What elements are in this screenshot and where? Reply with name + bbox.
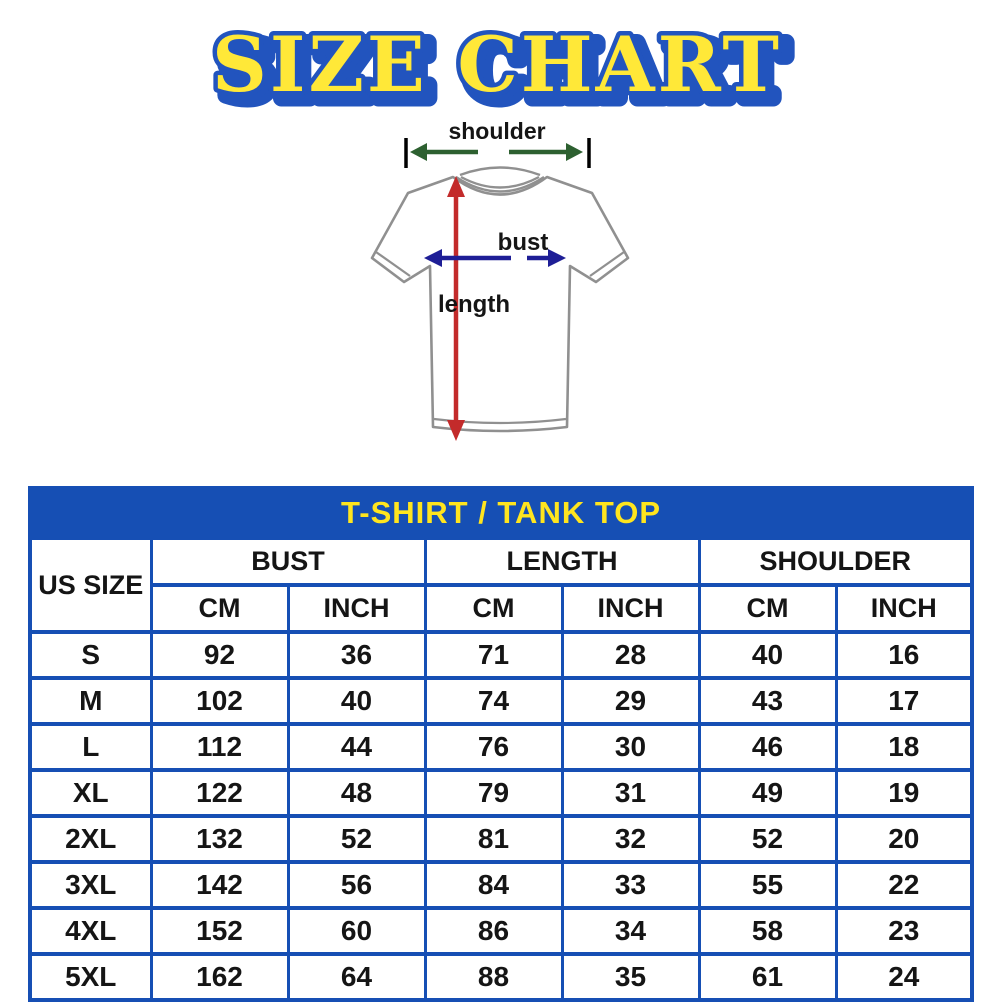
size-cell: XL	[28, 768, 153, 818]
value-cell: 122	[149, 768, 290, 818]
value-cell: 48	[286, 768, 427, 818]
length-group-header: LENGTH	[423, 536, 701, 587]
shoulder-arrow	[404, 138, 591, 168]
value-cell: 32	[560, 814, 701, 864]
value-cell: 55	[697, 860, 838, 910]
page-title-graphic: SIZE CHART SIZE CHART	[208, 18, 796, 123]
value-cell: 19	[834, 768, 974, 818]
value-cell: 61	[697, 952, 838, 1002]
bust-arrow	[424, 249, 566, 267]
size-table: T-SHIRT / TANK TOP US SIZE BUST LENGTH S…	[28, 486, 975, 1002]
value-cell: 49	[697, 768, 838, 818]
value-cell: 52	[697, 814, 838, 864]
value-cell: 24	[834, 952, 974, 1002]
group-header-row: US SIZE BUST LENGTH SHOULDER	[28, 536, 974, 634]
value-cell: 20	[834, 814, 974, 864]
unit-header-inch: INCH	[834, 583, 974, 634]
value-cell: 16	[834, 630, 974, 680]
value-cell: 56	[286, 860, 427, 910]
value-cell: 81	[423, 814, 564, 864]
size-cell: 4XL	[28, 906, 153, 956]
shoulder-label: shoulder	[448, 118, 546, 144]
size-cell: M	[28, 676, 153, 726]
value-cell: 86	[423, 906, 564, 956]
value-cell: 18	[834, 722, 974, 772]
length-label: length	[438, 291, 510, 318]
value-cell: 40	[697, 630, 838, 680]
unit-header-inch: INCH	[560, 583, 701, 634]
value-cell: 112	[149, 722, 290, 772]
value-cell: 46	[697, 722, 838, 772]
value-cell: 132	[149, 814, 290, 864]
value-cell: 88	[423, 952, 564, 1002]
unit-header-cm: CM	[149, 583, 290, 634]
table-row-m: M 102 40 74 29 43 17	[28, 676, 974, 726]
value-cell: 52	[286, 814, 427, 864]
page-title-shadow: SIZE CHART	[220, 27, 790, 116]
value-cell: 64	[286, 952, 427, 1002]
value-cell: 35	[560, 952, 701, 1002]
value-cell: 44	[286, 722, 427, 772]
value-cell: 30	[560, 722, 701, 772]
length-arrow	[447, 176, 465, 441]
value-cell: 84	[423, 860, 564, 910]
value-cell: 28	[560, 630, 701, 680]
shoulder-group-header: SHOULDER	[697, 536, 974, 587]
value-cell: 142	[149, 860, 290, 910]
value-cell: 79	[423, 768, 564, 818]
table-row-4xl: 4XL 152 60 86 34 58 23	[28, 906, 974, 956]
tshirt-measurement-diagram	[370, 138, 630, 441]
value-cell: 23	[834, 906, 974, 956]
value-cell: 22	[834, 860, 974, 910]
table-row-xl: XL 122 48 79 31 49 19	[28, 768, 974, 818]
us-size-header: US SIZE	[28, 536, 153, 634]
bust-label: bust	[497, 229, 549, 256]
table-row-s: S 92 36 71 28 40 16	[28, 630, 974, 680]
unit-header-row: CM INCH CM INCH CM INCH	[30, 583, 974, 634]
unit-header-cm: CM	[423, 583, 564, 634]
value-cell: 40	[286, 676, 427, 726]
table-row-l: L 112 44 76 30 46 18	[28, 722, 974, 772]
table-title-row: T-SHIRT / TANK TOP	[28, 486, 974, 540]
value-cell: 17	[834, 676, 974, 726]
value-cell: 31	[560, 768, 701, 818]
value-cell: 34	[560, 906, 701, 956]
value-cell: 43	[697, 676, 838, 726]
table-row-3xl: 3XL 142 56 84 33 55 22	[28, 860, 974, 910]
value-cell: 76	[423, 722, 564, 772]
value-cell: 58	[697, 906, 838, 956]
value-cell: 152	[149, 906, 290, 956]
table-row-2xl: 2XL 132 52 81 32 52 20	[28, 814, 974, 864]
value-cell: 71	[423, 630, 564, 680]
value-cell: 102	[149, 676, 290, 726]
value-cell: 29	[560, 676, 701, 726]
table-title: T-SHIRT / TANK TOP	[28, 486, 974, 540]
size-cell: S	[28, 630, 153, 680]
value-cell: 74	[423, 676, 564, 726]
value-cell: 36	[286, 630, 427, 680]
value-cell: 33	[560, 860, 701, 910]
page-title: SIZE CHART	[212, 20, 782, 109]
size-cell: 5XL	[28, 952, 153, 1002]
bust-group-header: BUST	[149, 536, 427, 587]
value-cell: 60	[286, 906, 427, 956]
size-cell: 3XL	[28, 860, 153, 910]
value-cell: 92	[149, 630, 290, 680]
size-cell: 2XL	[28, 814, 153, 864]
size-cell: L	[28, 722, 153, 772]
value-cell: 162	[149, 952, 290, 1002]
table-row-5xl: 5XL 162 64 88 35 61 24	[28, 952, 974, 1002]
tshirt-graphic	[370, 166, 630, 433]
unit-header-inch: INCH	[286, 583, 427, 634]
unit-header-cm: CM	[697, 583, 838, 634]
